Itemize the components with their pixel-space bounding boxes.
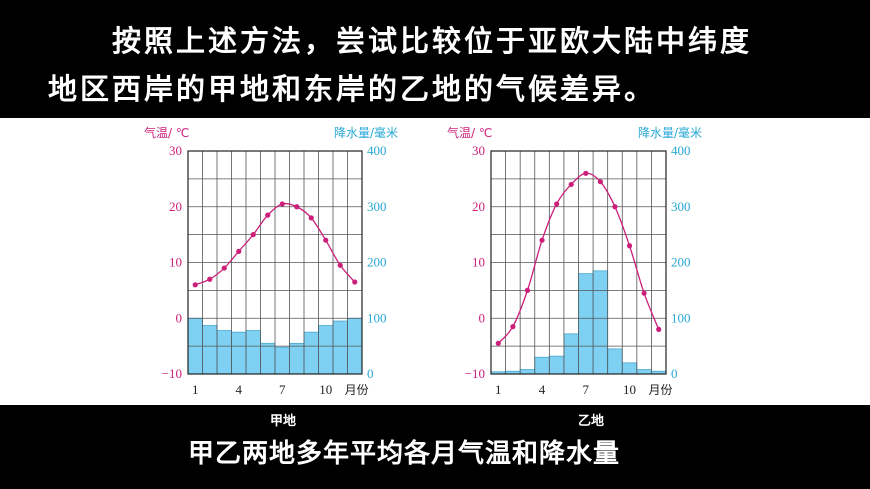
chart-1-temp-point	[221, 265, 227, 271]
chart-1-x-axis-label: 月份	[345, 383, 369, 397]
chart-2-precip-tick-label: 200	[671, 255, 691, 270]
chart-2-temp-point	[583, 170, 589, 176]
chart-2-temp-point	[597, 179, 603, 185]
chart-2-temp-point	[539, 237, 545, 243]
chart-1-plot-frame	[187, 150, 363, 375]
chart-1-precip-tick-label: 100	[367, 310, 387, 325]
chart-1-precip-tick-label: 300	[367, 199, 387, 214]
chart-1-temp-point	[308, 215, 314, 221]
chart-1-temp-tick-label: 10	[169, 255, 182, 270]
chart-1-precip-bar	[245, 330, 261, 375]
instruction-line-2: 地区西岸的甲地和东岸的乙地的气候差异。	[48, 72, 657, 106]
chart-2-temp-point	[568, 181, 574, 188]
chart-1-temp-point	[323, 237, 329, 243]
chart-1-precip-bar	[231, 331, 247, 375]
instruction-line-1: 按照上述方法，尝试比较位于亚欧大陆中纬度	[112, 24, 753, 58]
chart-2-temp-point	[554, 201, 560, 207]
chart-2-precip-bar	[621, 362, 638, 375]
chart-2-precip-bar	[519, 369, 536, 375]
chart-1-precip-bar	[332, 320, 348, 375]
chart-1-x-tick-label: 7	[279, 382, 286, 397]
chart-2-temp-point	[495, 340, 501, 346]
chart-2-temp-tick-label: 10	[472, 255, 485, 270]
chart-1-x-tick-label: 1	[192, 382, 199, 397]
chart-1-temp-point	[279, 201, 285, 207]
figure-caption: 甲乙两地多年平均各月气温和降水量	[188, 439, 621, 469]
chart-1-temp-point	[294, 204, 300, 210]
chart-2-precip-tick-label: 100	[671, 310, 691, 325]
chart-2-temp-point	[524, 287, 531, 293]
chart-2-x-axis-label: 月份	[649, 383, 673, 397]
chart-2-temp-tick-label: 20	[472, 199, 485, 214]
chart-2-precip-bar	[534, 356, 550, 375]
chart-2-temp-tick-label: 30	[472, 143, 485, 158]
chart-2-temp-point	[641, 290, 647, 296]
chart-2-precip-bar	[636, 369, 652, 375]
chart-1-temp-axis-label: 气温/ ℃	[144, 125, 189, 140]
chart-2-temp-axis-label: 气温/ ℃	[447, 125, 492, 140]
chart-panel: 30 20 10 0 −10 400 300 200 100 0 气温/ ℃ 降水量/毫米 1 4 7 10 月…	[0, 118, 870, 405]
chart-2-temp-line	[497, 172, 660, 344]
chart-1-temp-tick-label: 0	[176, 310, 183, 325]
chart-2-precip-bar	[563, 333, 579, 375]
chart-1-temp-point	[265, 212, 271, 218]
chart-1-precip-bar	[202, 325, 218, 375]
chart-2-temp-point	[510, 324, 516, 330]
chart-1-precip-tick-label: 200	[367, 255, 387, 270]
chart-1-temp-point	[337, 262, 343, 268]
chart-2-precip-bar	[607, 348, 623, 375]
chart-2-precip-tick-label: 0	[671, 366, 678, 381]
chart-1-temp-point	[250, 232, 256, 238]
chart-1-temp-point	[192, 282, 198, 288]
chart-1-x-tick-label: 4	[236, 382, 243, 397]
chart-2-temp-point	[612, 204, 618, 210]
chart-1-temp-point	[207, 276, 213, 282]
chart-2-precip-tick-label: 400	[671, 143, 691, 158]
chart-2-temp-tick-label: −10	[465, 366, 485, 381]
chart-2-x-tick-label: 4	[539, 382, 546, 397]
chart-2-title: 乙地	[578, 414, 605, 429]
chart-2-temp-point	[626, 243, 633, 249]
chart-2-temp-point	[656, 326, 662, 332]
chart-1-precip-tick-label: 0	[367, 366, 374, 381]
instruction-text: 按照上述方法，尝试比较位于亚欧大陆中纬度 地区西岸的甲地和东岸的乙地的气候差异。	[0, 0, 870, 118]
chart-2-temp-tick-label: 0	[479, 310, 486, 325]
chart-1-temp-point	[352, 279, 358, 285]
chart-1-temp-tick-label: −10	[162, 366, 182, 381]
chart-1-precip-bar	[303, 331, 319, 375]
chart-2-x-tick-label: 10	[623, 382, 636, 397]
chart-2-x-tick-label: 7	[583, 382, 590, 397]
chart-2-precip-bar	[592, 270, 609, 375]
chart-1-precip-axis-label: 降水量/毫米	[334, 125, 398, 140]
chart-1-precip-tick-label: 400	[367, 143, 387, 158]
chart-1-precip-bar	[260, 342, 276, 375]
chart-2-precip-tick-label: 300	[671, 199, 691, 214]
chart-1-precip-bar	[318, 325, 334, 375]
chart-1-temp-tick-label: 30	[169, 143, 182, 158]
caption-area: 甲地 乙地 甲乙两地多年平均各月气温和降水量	[0, 405, 870, 489]
chart-2-precip-bar	[578, 273, 594, 375]
chart-1-precip-bar	[216, 330, 232, 375]
chart-2-precip-bar	[548, 355, 565, 375]
chart-1-x-tick-label: 10	[319, 382, 332, 397]
chart-1-temp-point	[236, 248, 242, 254]
chart-1-precip-bar	[289, 342, 305, 375]
chart-2-x-tick-label: 1	[495, 382, 502, 397]
chart-2-plot-frame	[490, 150, 667, 375]
chart-1-precip-bar	[274, 346, 290, 375]
chart-1-temp-tick-label: 20	[169, 199, 182, 214]
chart-2-precip-axis-label: 降水量/毫米	[638, 125, 702, 140]
chart-1-title: 甲地	[270, 414, 297, 429]
